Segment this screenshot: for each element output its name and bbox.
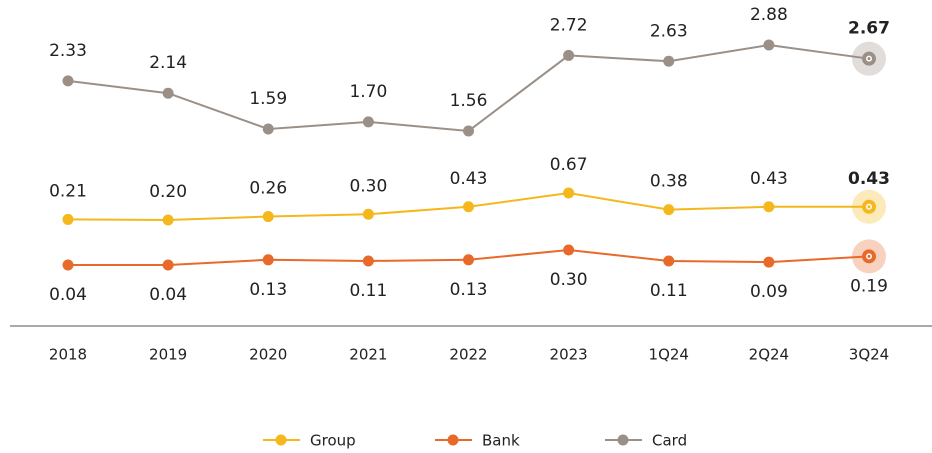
x-tick-label: 2018: [49, 346, 87, 364]
value-label: 0.30: [550, 270, 588, 290]
legend-label: Bank: [482, 432, 520, 450]
point-dot: [867, 57, 871, 61]
value-label: 0.04: [49, 285, 87, 305]
point: [362, 255, 374, 267]
legend-label: Group: [310, 432, 356, 450]
point-dot: [867, 254, 871, 258]
point: [162, 259, 174, 271]
point: [262, 123, 274, 135]
point: [663, 204, 675, 216]
point: [763, 201, 775, 213]
value-label: 2.72: [550, 15, 588, 35]
value-label: 1.59: [249, 89, 287, 109]
point: [162, 214, 174, 226]
point: [763, 39, 775, 51]
value-label: 0.04: [149, 285, 187, 305]
legend-label: Card: [652, 432, 687, 450]
point: [463, 125, 474, 137]
point: [563, 187, 575, 199]
value-label: 0.43: [848, 169, 890, 189]
value-label: 0.19: [850, 276, 888, 296]
point: [262, 211, 274, 223]
x-tick-label: 2019: [149, 346, 187, 364]
point-dot: [867, 205, 871, 209]
point: [563, 244, 575, 256]
point: [463, 201, 474, 213]
x-tick-label: 2020: [249, 346, 287, 364]
value-label: 2.88: [750, 5, 788, 25]
value-label: 0.67: [550, 155, 588, 175]
value-label: 0.13: [450, 280, 488, 300]
legend-marker: [447, 434, 459, 446]
point: [62, 213, 74, 225]
point: [463, 254, 474, 266]
value-label: 0.26: [249, 179, 287, 199]
legend-marker: [617, 434, 629, 446]
point: [62, 259, 74, 271]
point: [362, 116, 374, 128]
point: [663, 55, 675, 67]
x-tick-label: 2022: [449, 346, 487, 364]
x-tick-label: 1Q24: [649, 346, 689, 364]
value-label: 0.43: [750, 169, 788, 189]
point: [663, 255, 675, 267]
x-tick-label: 2023: [550, 346, 588, 364]
value-label: 2.67: [848, 19, 890, 39]
value-label: 2.14: [149, 53, 187, 73]
x-tick-label: 3Q24: [849, 346, 889, 364]
value-label: 1.56: [450, 91, 488, 111]
value-label: 2.33: [49, 41, 87, 61]
series-line: [67, 43, 870, 133]
point: [763, 256, 775, 268]
value-label: 0.09: [750, 282, 788, 302]
value-label: 0.30: [349, 176, 387, 196]
value-label: 0.13: [249, 280, 287, 300]
value-label: 0.11: [349, 281, 387, 301]
point: [162, 87, 174, 99]
value-label: 0.43: [450, 169, 488, 189]
value-label: 1.70: [349, 82, 387, 102]
x-tick-label: 2021: [349, 346, 387, 364]
value-label: 0.21: [49, 181, 87, 201]
point: [62, 75, 74, 87]
point: [262, 254, 274, 266]
point: [563, 49, 575, 61]
value-label: 2.63: [650, 21, 688, 41]
point: [362, 208, 374, 220]
x-tick-label: 2Q24: [749, 346, 789, 364]
legend-marker: [275, 434, 287, 446]
value-label: 0.11: [650, 281, 688, 301]
value-label: 0.20: [149, 182, 187, 202]
value-label: 0.38: [650, 172, 688, 192]
